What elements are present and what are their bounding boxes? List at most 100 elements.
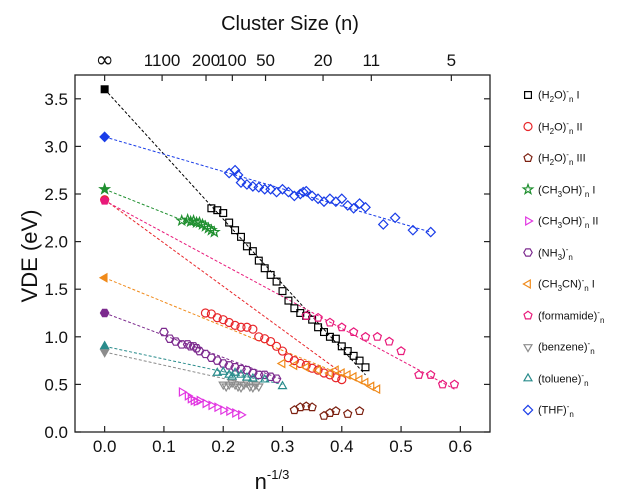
data-point-series-3 [207, 225, 221, 238]
data-point-series-4 [226, 406, 235, 417]
data-point-series-8 [218, 381, 229, 391]
data-point-series-6 [276, 358, 286, 369]
legend-label-text: (THF)-n [538, 402, 574, 419]
data-point-series-10 [277, 183, 288, 195]
legend-label-1: (H2O)-n II [538, 119, 583, 136]
legend-marker-5 [523, 248, 533, 257]
data-point-series-0 [284, 296, 293, 305]
legend-marker-1 [523, 121, 533, 132]
data-points [98, 85, 460, 420]
data-point-series-8 [244, 383, 255, 393]
data-point-series-9 [247, 372, 258, 382]
data-point-series-0 [337, 342, 346, 351]
data-point-series-10 [235, 177, 247, 189]
data-point-series-5 [159, 327, 169, 337]
top-tick-label: 50 [256, 51, 275, 70]
extrapolated-point-series-10 [99, 131, 111, 143]
data-point-series-0 [237, 232, 246, 241]
data-point-series-0 [207, 204, 216, 213]
x-tick-label: 0.6 [449, 437, 473, 456]
data-point-series-9 [230, 367, 241, 376]
data-point-series-6 [300, 362, 310, 373]
legend-label-text: (H2O)-n III [538, 150, 586, 167]
data-point-series-1 [236, 322, 246, 332]
data-point-series-10 [223, 167, 235, 179]
y-axis: 0.0 0.5 1.0 1.5 2.0 2.5 3.0 3.5 [44, 90, 490, 442]
data-point-series-10 [354, 198, 366, 209]
data-point-series-10 [229, 164, 241, 176]
data-point-series-7 [372, 331, 383, 341]
data-point-series-1 [271, 341, 282, 351]
data-point-series-6 [365, 381, 375, 392]
data-point-series-5 [176, 340, 187, 349]
data-point-series-2 [343, 408, 353, 418]
data-point-series-10 [306, 190, 318, 202]
data-point-series-10 [300, 185, 312, 197]
data-point-series-1 [331, 373, 341, 383]
data-point-series-0 [343, 347, 352, 356]
data-point-series-10 [342, 199, 354, 211]
data-point-series-0 [355, 356, 364, 365]
x-axis-label-exponent: -1/3 [267, 467, 289, 482]
legend-label-9: (toluene)-n [538, 371, 589, 388]
legend-marker-2 [523, 153, 533, 162]
y-tick-label: 3.5 [44, 90, 68, 109]
data-point-series-1 [277, 346, 288, 356]
data-point-series-5 [253, 370, 264, 380]
data-point-series-10 [232, 169, 244, 181]
extrapolated-point-series-9 [99, 340, 110, 350]
legend-label-text: (CH3OH)-n II [538, 213, 599, 230]
data-point-series-6 [312, 365, 321, 376]
data-point-series-1 [266, 336, 276, 347]
top-tick-label: 5 [447, 51, 456, 70]
legend-label-0: (H2O)-n I [538, 87, 580, 104]
data-point-series-4 [238, 409, 247, 420]
data-point-series-3 [175, 213, 189, 227]
data-point-series-0 [260, 264, 269, 273]
data-point-series-7 [348, 327, 359, 337]
data-point-series-2 [331, 406, 341, 416]
chart-title: Cluster Size (n) [221, 13, 359, 35]
data-point-series-0 [272, 277, 281, 286]
data-point-series-0 [278, 287, 287, 296]
data-point-series-10 [407, 224, 419, 236]
legend-label-2: (H2O)-n III [538, 150, 586, 167]
data-point-series-7 [426, 369, 436, 379]
data-point-series-0 [349, 351, 358, 360]
data-point-series-9 [218, 366, 229, 375]
data-point-series-1 [283, 353, 294, 363]
data-point-series-10 [253, 181, 265, 193]
y-tick-label: 3.0 [44, 137, 68, 156]
data-point-series-4 [208, 400, 218, 411]
data-point-series-6 [324, 367, 333, 378]
extrapolated-point-series-5 [99, 308, 110, 318]
data-point-series-10 [271, 186, 283, 198]
data-point-series-0 [331, 334, 340, 343]
y-tick-label: 0.0 [44, 423, 68, 442]
data-point-series-10 [377, 219, 389, 230]
data-point-series-1 [224, 317, 234, 328]
data-point-series-8 [250, 381, 261, 391]
legend-label-4: (CH3OH)-n II [538, 213, 599, 230]
legend-label-8: (benzene)-n [538, 339, 595, 356]
fit-line-10 [104, 136, 431, 233]
legend-marker-7 [523, 310, 533, 320]
legend-label-10: (THF)-n [538, 402, 574, 419]
data-point-series-7 [337, 322, 347, 332]
x-axis-label: n-1/3 [255, 467, 290, 494]
data-point-series-0 [242, 242, 251, 251]
data-point-series-6 [353, 374, 363, 385]
top-tick-label: 11 [362, 51, 380, 70]
x-axis-label-base: n [255, 469, 267, 494]
data-point-series-9 [235, 369, 247, 378]
data-point-series-7 [301, 310, 311, 320]
data-point-series-0 [231, 226, 240, 235]
data-point-series-10 [282, 186, 294, 198]
x-tick-label: 0.5 [389, 437, 413, 456]
data-point-series-1 [218, 315, 228, 325]
data-point-series-0 [266, 270, 275, 279]
top-tick-label: ∞ [95, 48, 113, 73]
extrapolated-point-series-3 [98, 182, 112, 195]
x-tick-label: 0.2 [211, 437, 235, 456]
